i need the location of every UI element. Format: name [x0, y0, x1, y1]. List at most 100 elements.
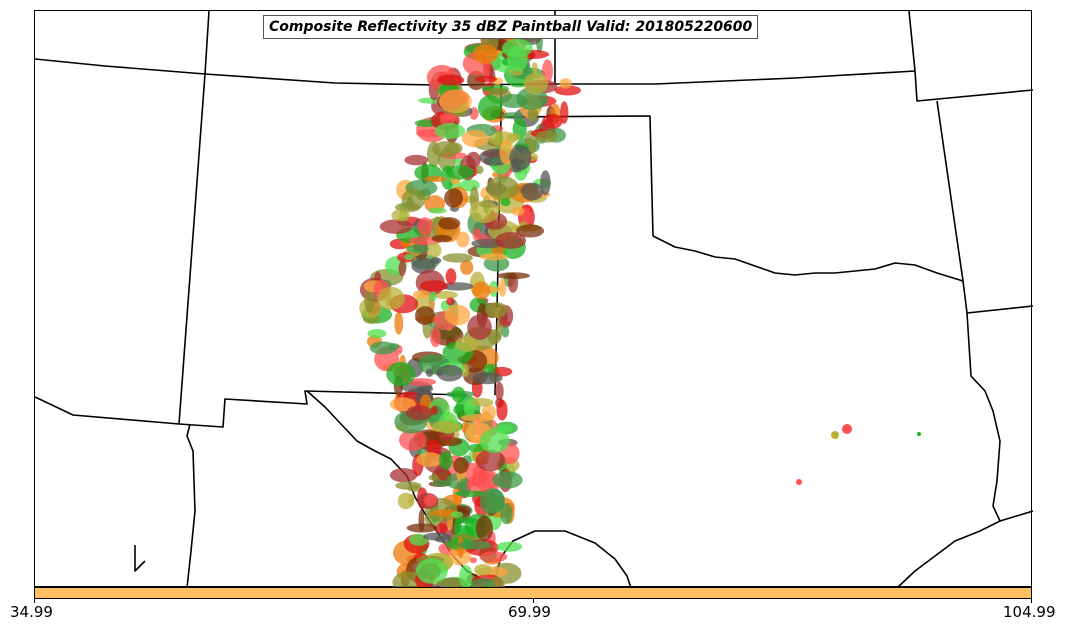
paintball-blob [500, 198, 511, 207]
paintball-blob [436, 74, 465, 86]
paintball-blob [516, 224, 545, 238]
paintball-blob [423, 494, 437, 507]
paintball-blob [501, 325, 510, 338]
border-tx-east [966, 312, 1001, 522]
paintball-blob [457, 540, 492, 550]
colorbar-tick [1031, 599, 1032, 603]
paintball-blob [485, 302, 508, 318]
paintball-blob [459, 565, 473, 588]
border-ar-la [962, 280, 1033, 314]
paintball-blob [509, 144, 532, 171]
paintball-blob [404, 253, 415, 260]
colorbar-label-min: 34.99 [10, 603, 53, 621]
paintball-blob [364, 289, 375, 313]
paintball-blob [455, 336, 480, 352]
paintball-blob [377, 286, 405, 310]
border-ok-east [936, 100, 964, 282]
paintball-blob [469, 200, 500, 224]
paintball-blob [434, 523, 448, 534]
paintball-storm-swath [359, 20, 921, 588]
paintball-blob [398, 260, 407, 277]
paintball-blob [479, 429, 510, 454]
paintball-blob [408, 493, 415, 507]
border-red-river [652, 235, 964, 282]
paintball-blob [917, 432, 921, 436]
paintball-blob [454, 517, 462, 534]
paintball-blob [460, 259, 474, 275]
paintball-blob [426, 242, 442, 258]
paintball-blob [429, 291, 437, 302]
paintball-blob [415, 306, 435, 325]
colorbar-label-max: 104.99 [1003, 603, 1056, 621]
paintball-blob [495, 232, 527, 249]
paintball-blob [412, 290, 431, 299]
gulf-coast [896, 510, 1033, 588]
paintball-blob [450, 511, 464, 518]
paintball-blob [559, 78, 572, 89]
paintball-blob [531, 62, 538, 74]
paintball-blob [423, 532, 452, 541]
map-canvas [35, 11, 1033, 588]
paintball-blob [406, 523, 438, 533]
paintball-blob [426, 439, 442, 456]
paintball-blob [496, 541, 523, 552]
paintball-blob [479, 253, 508, 261]
colorbar-tick [34, 599, 35, 603]
paintball-blob [430, 257, 442, 264]
paintball-blob [463, 400, 476, 416]
paintball-blob [472, 281, 491, 300]
paintball-blob [439, 451, 453, 470]
paintball-blob [439, 89, 472, 114]
paintball-blob [468, 443, 485, 453]
colorbar-label-mid: 69.99 [508, 603, 551, 621]
paintball-blob [420, 280, 448, 292]
paintball-blob [523, 72, 548, 95]
paintball-blob [451, 386, 466, 403]
paintball-blob [496, 399, 508, 421]
paintball-blob [434, 123, 466, 139]
map-title: Composite Reflectivity 35 dBZ Paintball … [263, 15, 759, 39]
paintball-blob [472, 372, 503, 385]
paintball-blob [425, 368, 434, 377]
paintball-blob [379, 219, 413, 234]
paintball-blob [474, 76, 497, 83]
paintball-blob [406, 244, 429, 254]
paintball-blob [501, 38, 533, 58]
paintball-blob [415, 558, 448, 584]
paintball-blob [466, 151, 481, 169]
paintball-blob [458, 478, 468, 497]
paintball-blob [453, 457, 469, 474]
coast-small [134, 545, 146, 572]
paintball-blob [428, 207, 447, 214]
paintball-blob [560, 101, 569, 124]
map-panel [34, 10, 1033, 588]
paintball-blob [430, 326, 441, 348]
colorbar [34, 587, 1032, 599]
border-wy-co-west [204, 11, 210, 75]
paintball-blob [436, 364, 463, 382]
paintball-blob [446, 297, 455, 306]
paintball-blob [399, 429, 427, 451]
paintball-blob [474, 564, 493, 576]
paintball-blob [475, 165, 484, 175]
paintball-blob [472, 227, 481, 241]
paintball-blob [469, 557, 478, 564]
border-nm-west-lower [186, 423, 196, 588]
paintball-blob [436, 577, 466, 588]
paintball-blob [386, 361, 416, 387]
paintball-blob [486, 176, 520, 201]
paintball-blob [389, 468, 418, 483]
paintball-blob [831, 431, 839, 439]
paintball-blob [479, 488, 505, 515]
paintball-blob [492, 471, 523, 489]
paintball-blob [497, 272, 530, 280]
paintball-blob [432, 420, 461, 433]
paintball-blob [394, 311, 404, 335]
paintball-blob [388, 343, 400, 350]
paintball-blob [495, 382, 504, 401]
paintball-blob [511, 206, 525, 216]
paintball-blob [478, 95, 503, 121]
paintball-blob [401, 188, 426, 211]
paintball-blob [404, 154, 429, 166]
colorbar-tick [533, 599, 534, 603]
